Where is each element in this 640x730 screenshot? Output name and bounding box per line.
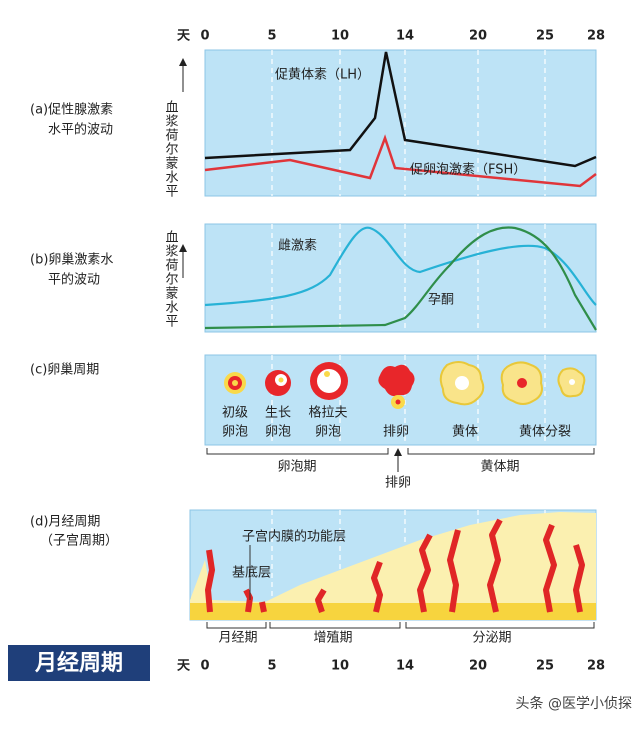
bracket xyxy=(206,622,267,629)
y-label: 血浆荷尔蒙水平 xyxy=(163,230,179,328)
x-tick-label: 0 xyxy=(200,29,209,44)
fsh-curve xyxy=(204,134,597,188)
x-tick-label: 28 xyxy=(587,659,605,674)
panel-label: 水平的波动 xyxy=(48,122,113,138)
phase-label: 分泌期 xyxy=(472,631,511,646)
curve-label: 促卵泡激素（FSH） xyxy=(410,163,526,178)
y-label: 血浆荷尔蒙水平 xyxy=(163,100,179,198)
bracket xyxy=(206,448,389,455)
phase-label: 增殖期 xyxy=(313,630,352,646)
x-tick-label: 10 xyxy=(331,659,349,674)
stage-label: 卵泡 xyxy=(222,425,248,440)
panel-b xyxy=(204,223,597,333)
progesterone-curve xyxy=(204,226,597,331)
stage-label: 黄体分裂 xyxy=(519,425,571,440)
vessels xyxy=(205,518,585,613)
bracket xyxy=(405,622,595,629)
stage-label: 生长 xyxy=(265,406,291,421)
axis-unit: 天 xyxy=(177,29,191,44)
banner-box xyxy=(8,645,150,681)
event-label: 排卵 xyxy=(385,476,411,491)
stage-label: 卵泡 xyxy=(315,425,341,440)
watermark: 头条 @医学小侦探 xyxy=(516,695,632,712)
stage-label: 排卵 xyxy=(383,425,409,440)
panel-label: (d)月经周期 xyxy=(30,515,100,530)
lh-curve xyxy=(204,51,597,168)
stage-label: 初级 xyxy=(222,406,248,421)
axis-unit: 天 xyxy=(177,659,191,674)
x-tick-label: 5 xyxy=(267,659,276,674)
panel-label: （子宫周期） xyxy=(40,534,118,549)
curve-label: 雌激素 xyxy=(278,238,317,254)
curve-label: 孕酮 xyxy=(428,293,454,308)
stage-label: 黄体 xyxy=(452,425,478,440)
banner: 月经周期 xyxy=(34,650,123,676)
x-tick-label: 20 xyxy=(469,29,487,44)
layer-label: 基底层 xyxy=(232,565,271,581)
follicles xyxy=(224,361,586,409)
x-tick-label: 25 xyxy=(536,29,554,44)
panel-label: 平的波动 xyxy=(48,272,100,288)
bracket xyxy=(269,622,401,629)
x-tick-label: 5 xyxy=(267,29,276,44)
panel-label: (a)促性腺激素 xyxy=(30,103,113,118)
x-tick-label: 20 xyxy=(469,659,487,674)
curve-label: 促黄体素（LH） xyxy=(275,68,370,83)
stage-label: 卵泡 xyxy=(265,425,291,440)
x-tick-label: 14 xyxy=(396,29,414,44)
x-tick-label: 14 xyxy=(396,659,414,674)
layer-label: 子宫内膜的功能层 xyxy=(242,529,346,545)
x-tick-label: 28 xyxy=(587,29,605,44)
x-tick-label: 10 xyxy=(331,29,349,44)
phase-label: 黄体期 xyxy=(480,460,519,475)
panel-label: (c)卵巢周期 xyxy=(30,363,99,378)
stage-label: 格拉夫 xyxy=(308,405,347,421)
bracket xyxy=(407,448,595,455)
x-tick-label: 25 xyxy=(536,659,554,674)
phase-label: 卵泡期 xyxy=(277,460,316,475)
panel-label: (b)卵巢激素水 xyxy=(30,253,113,268)
phase-label: 月经期 xyxy=(218,631,257,646)
estrogen-curve xyxy=(204,226,597,307)
x-tick-label: 0 xyxy=(200,659,209,674)
